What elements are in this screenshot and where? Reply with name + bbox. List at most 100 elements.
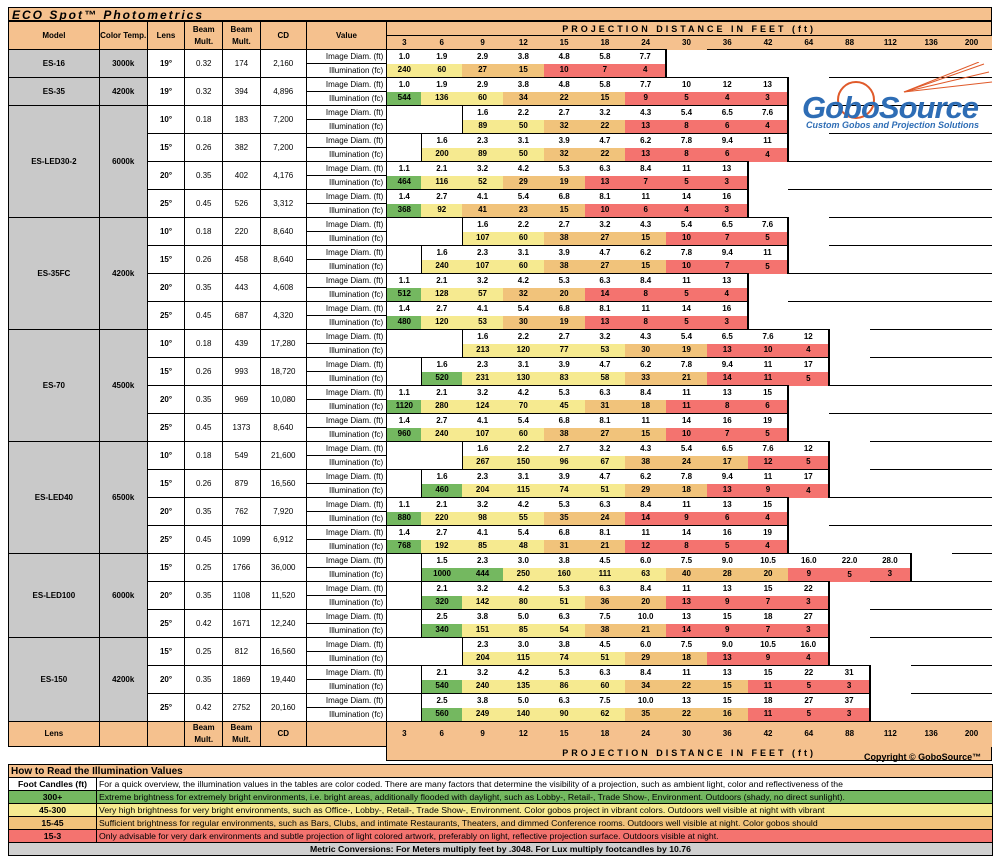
illumination-cell: 5: [788, 679, 830, 694]
image-diam-cell: 17: [788, 469, 831, 484]
image-diam-cell: 9.4: [706, 133, 748, 148]
image-diam-cell: 4.2: [502, 581, 544, 596]
image-diam-cell: 7.6: [747, 217, 790, 232]
cd-value: 11,520: [259, 581, 307, 610]
empty-cell: [911, 680, 952, 694]
image-diam-cell: 3.2: [584, 329, 626, 344]
lens-value: 20°: [146, 385, 186, 414]
illumination-cell: 60: [502, 231, 544, 246]
beam-mult-2-value: 2752: [222, 693, 261, 722]
footer-blank-1: [98, 721, 148, 747]
beam-mult-2-value: 183: [222, 105, 261, 134]
illumination-cell: 17: [706, 455, 748, 470]
image-diam-cell: 18: [747, 693, 789, 708]
legend-row: Metric Conversions: For Meters multiply …: [7, 842, 994, 856]
image-diam-cell: 8.4: [625, 273, 667, 288]
table-row: Illumination (fc) 1120 280 124 70 45 31 18 11 8 6: [9, 399, 992, 414]
illumination-cell: 18: [666, 483, 707, 498]
image-diam-cell: 1.4: [386, 525, 422, 540]
table-row: 15° 0.26 458 8,640 Image Diam. (ft) 1.6 2.3 3.1…: [9, 245, 992, 274]
empty-cell: [951, 525, 992, 540]
illumination-cell: 480: [386, 315, 422, 330]
illumination-cell: 5: [666, 175, 707, 190]
image-diam-cell: 7.8: [666, 469, 707, 484]
image-diam-cell: 11: [666, 581, 707, 596]
beam-mult-2-value: 439: [222, 329, 261, 358]
illumination-cell: 13: [625, 147, 667, 162]
illumination-cell: 5: [666, 91, 707, 106]
image-diam-cell: 3.8: [543, 637, 585, 652]
empty-cell: [829, 301, 870, 316]
empty-cell: [952, 204, 992, 218]
illumination-cell: 62: [584, 707, 626, 722]
beam-mult-value: 0.35: [184, 385, 224, 414]
image-diam-cell: 4.8: [543, 49, 585, 64]
image-diam-cell: 8.1: [584, 301, 626, 316]
cd-value: 16,560: [259, 637, 307, 666]
image-diam-cell: 3.8: [462, 609, 503, 624]
illumination-cell: 20: [543, 287, 585, 302]
image-diam-cell: 14: [666, 189, 707, 204]
illumination-cell: 9: [788, 567, 830, 582]
empty-cell: [952, 708, 992, 722]
empty-cell: [952, 260, 992, 274]
illumination-cell: 11: [747, 707, 789, 722]
empty-cell: [386, 357, 422, 372]
image-diam-cell: 1.6: [461, 441, 503, 456]
value-label-illum: Illumination (fc): [305, 203, 388, 218]
empty-cell: [829, 456, 870, 470]
empty-cell: [951, 469, 992, 484]
table-row: 20° 0.35 402 4,176 Image Diam. (ft) 1.1 2.1 3.2…: [9, 161, 992, 190]
legend-text: Sufficient brightness for regular enviro…: [95, 816, 994, 830]
image-diam-cell: 11: [747, 469, 789, 484]
empty-cell: [911, 148, 952, 162]
color-temp: 4500k: [98, 329, 148, 442]
empty-cell: [869, 637, 911, 652]
illumination-cell: 6: [747, 399, 790, 414]
empty-cell: [910, 273, 952, 288]
illumination-cell: 6: [625, 203, 667, 218]
model-name: ES-35FC: [8, 217, 100, 330]
illumination-cell: 320: [420, 595, 463, 610]
lens-value: 19°: [146, 77, 186, 106]
cd-value: 10,080: [259, 385, 307, 414]
value-label-diam: Image Diam. (ft): [305, 77, 388, 92]
empty-cell: [952, 652, 992, 666]
empty-cell: [952, 316, 992, 330]
distance-label: 112: [869, 35, 911, 50]
legend-text: Very high brightness for very bright env…: [95, 803, 994, 817]
empty-cell: [952, 344, 992, 358]
empty-cell: [869, 385, 911, 400]
illumination-cell: 4: [788, 483, 831, 498]
distance-label: 15: [543, 721, 585, 747]
image-diam-cell: 3.9: [543, 357, 585, 372]
illumination-cell: 27: [584, 259, 626, 274]
empty-cell: [870, 652, 911, 666]
image-diam-cell: 8.4: [625, 385, 667, 400]
empty-cell: [951, 609, 992, 624]
illumination-cell: 96: [543, 455, 585, 470]
illumination-cell: 4: [747, 511, 790, 526]
table-row: 20° 0.35 443 4,608 Image Diam. (ft) 1.1 2.1 3.2…: [9, 273, 992, 302]
table-row: 25° 0.45 1373 8,640 Image Diam. (ft) 1.4 2.7 4.…: [9, 413, 992, 442]
footer-beam-mult: Beam Mult.: [184, 721, 224, 747]
table-row: 20° 0.35 969 10,080 Image Diam. (ft) 1.1 2.1 3.…: [9, 385, 992, 414]
illumination-cell: 15: [584, 91, 626, 106]
image-diam-cell: 6.2: [625, 357, 667, 372]
lens-value: 15°: [146, 553, 186, 582]
table-row: ES-150 4200k 15° 0.25 812 16,560 Image Diam. (…: [8, 637, 992, 722]
cd-value: 4,608: [259, 273, 307, 302]
illumination-cell: 213: [461, 343, 503, 358]
beam-mult-2-value: 687: [222, 301, 261, 330]
distance-label: 30: [666, 721, 707, 747]
model-header: Model: [8, 21, 100, 50]
illumination-cell: 4: [625, 63, 668, 78]
image-diam-cell: 12: [706, 77, 748, 92]
illumination-cell: 142: [462, 595, 503, 610]
value-label-illum: Illumination (fc): [305, 63, 388, 78]
value-label-diam: Image Diam. (ft): [305, 525, 388, 540]
image-diam-cell: 4.1: [462, 525, 503, 540]
cd-value: 8,640: [259, 217, 307, 246]
image-diam-cell: 5.0: [502, 693, 544, 708]
image-diam-cell: 15: [706, 693, 748, 708]
